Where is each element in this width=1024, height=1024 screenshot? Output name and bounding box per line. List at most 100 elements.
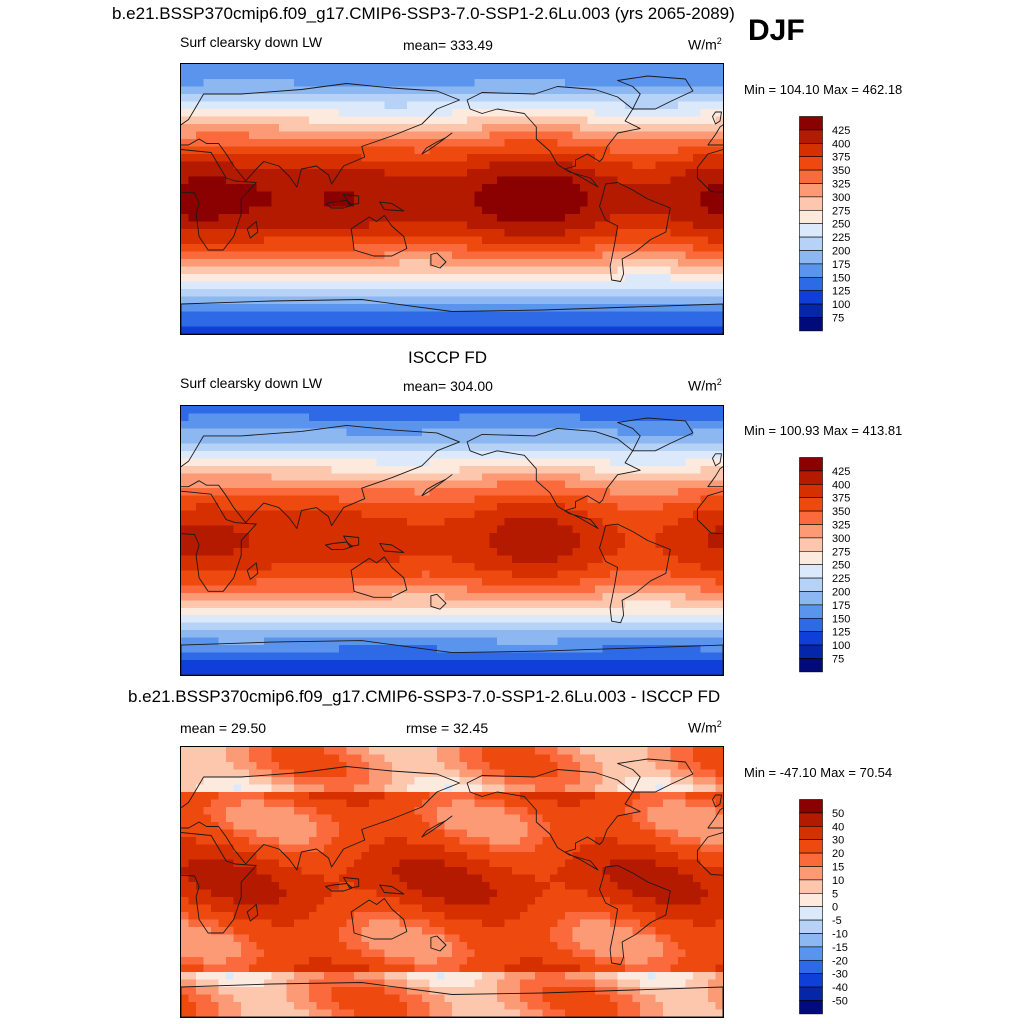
colorbar-swatch [799, 1000, 823, 1015]
colorbar-tick-label: 125 [832, 627, 850, 639]
colorbar-swatch [799, 644, 823, 659]
colorbar-tick-label: 150 [832, 613, 850, 625]
colorbar-swatch [799, 919, 823, 934]
colorbar-tick-label: 400 [832, 479, 850, 491]
colorbar-swatch [799, 169, 823, 184]
panel1-units: W/m2 [688, 36, 722, 53]
panel3-minmax: Min = -47.10 Max = 70.54 [744, 765, 893, 780]
panel2-map [180, 405, 724, 676]
colorbar-swatch [799, 879, 823, 894]
colorbar-tick-label: 5 [832, 888, 838, 900]
colorbar-swatch [799, 825, 823, 840]
colorbar-tick-label: -30 [832, 969, 848, 981]
panel3-mean-label: mean = 29.50 [180, 720, 267, 736]
colorbar-tick-label: 0 [832, 902, 838, 914]
colorbar-tick-label: -50 [832, 995, 848, 1007]
colorbar-swatch [799, 550, 823, 565]
colorbar-tick-label: -10 [832, 928, 848, 940]
panel3-rmse-label: rmse = 32.45 [406, 720, 489, 736]
colorbar-tick-label: 125 [832, 286, 850, 298]
colorbar-swatch [799, 812, 823, 827]
colorbar-tick-label: 20 [832, 848, 844, 860]
colorbar-tick-label: 425 [832, 125, 850, 137]
colorbar-tick-label: 40 [832, 821, 844, 833]
colorbar-swatch [799, 946, 823, 961]
colorbar-tick-label: -20 [832, 955, 848, 967]
colorbar-swatch [799, 973, 823, 988]
colorbar-tick-label: 30 [832, 835, 844, 847]
colorbar-swatch [799, 223, 823, 238]
colorbar-swatch [799, 142, 823, 157]
contour-field [181, 64, 723, 334]
colorbar-tick-label: 375 [832, 493, 850, 505]
colorbar-tick-label: 275 [832, 205, 850, 217]
colorbar-swatch [799, 839, 823, 854]
coastlines [181, 75, 723, 334]
colorbar-tick-label: 15 [832, 861, 844, 873]
colorbar-swatch [799, 933, 823, 948]
colorbar-tick-label: 100 [832, 299, 850, 311]
colorbar-tick-label: 325 [832, 519, 850, 531]
colorbar-swatch [799, 483, 823, 498]
colorbar-swatch [799, 537, 823, 552]
colorbar-tick-label: 50 [832, 808, 844, 820]
contour-field [181, 406, 723, 675]
colorbar-swatch [799, 617, 823, 632]
panel1-variable-label: Surf clearsky down LW [180, 34, 323, 50]
colorbar-swatch [799, 604, 823, 619]
colorbar-tick-label: 350 [832, 506, 850, 518]
colorbar-tick-label: -5 [832, 915, 842, 927]
colorbar-swatch [799, 317, 823, 332]
colorbar-swatch [799, 196, 823, 211]
colorbar-tick-label: 275 [832, 546, 850, 558]
colorbar-tick-label: 75 [832, 653, 844, 665]
colorbar-swatch [799, 852, 823, 867]
colorbar-tick-label: 375 [832, 152, 850, 164]
panel2-minmax: Min = 100.93 Max = 413.81 [744, 423, 903, 438]
panel2-mean-label: mean= 304.00 [403, 378, 493, 394]
colorbar-swatch [799, 959, 823, 974]
colorbar-swatch [799, 209, 823, 224]
colorbar-swatch [799, 658, 823, 673]
colorbar-swatch [799, 303, 823, 318]
panel3-units: W/m2 [688, 719, 722, 736]
panel1-title: b.e21.BSSP370cmip6.f09_g17.CMIP6-SSP3-7.… [112, 4, 735, 23]
coastlines [181, 758, 723, 1017]
colorbar-swatch [799, 290, 823, 305]
panel3-colorbar: 50 40 30 20 15 10 5 0 -5 -10 -15 -20 -30 -40 -50 [799, 799, 879, 1015]
colorbar-tick-label: 225 [832, 232, 850, 244]
colorbar-swatch [799, 116, 823, 131]
colorbar-tick-label: 200 [832, 245, 850, 257]
panel1-minmax: Min = 104.10 Max = 462.18 [744, 82, 903, 97]
colorbar-swatch [799, 510, 823, 525]
colorbar-tick-label: 300 [832, 192, 850, 204]
season-label: DJF [748, 14, 805, 47]
colorbar-swatch [799, 799, 823, 814]
colorbar-tick-label: 150 [832, 272, 850, 284]
panel1-colorbar: 425 400 375 350 325 300 275 250 225 200 175 150 125 1… [799, 116, 879, 332]
colorbar-swatch [799, 129, 823, 144]
colorbar-tick-label: 300 [832, 533, 850, 545]
colorbar-tick-label: 425 [832, 466, 850, 478]
colorbar-tick-label: 200 [832, 586, 850, 598]
panel2-title: ISCCP FD [408, 348, 488, 367]
panel2-units: W/m2 [688, 377, 722, 394]
coastlines [181, 417, 723, 675]
colorbar-swatch [799, 470, 823, 485]
colorbar-swatch [799, 866, 823, 881]
panel1-map [180, 63, 724, 335]
colorbar-tick-label: 350 [832, 165, 850, 177]
colorbar-swatch [799, 986, 823, 1001]
panel2-colorbar: 425 400 375 350 325 300 275 250 225 200 175 150 125 1… [799, 457, 879, 673]
colorbar-tick-label: -15 [832, 942, 848, 954]
colorbar-tick-label: 325 [832, 178, 850, 190]
colorbar-swatch [799, 577, 823, 592]
colorbar-tick-label: 225 [832, 573, 850, 585]
panel3-title: b.e21.BSSP370cmip6.f09_g17.CMIP6-SSP3-7.… [128, 687, 721, 706]
colorbar-swatch [799, 524, 823, 539]
colorbar-tick-label: 10 [832, 875, 844, 887]
colorbar-tick-label: 175 [832, 600, 850, 612]
contour-field [181, 747, 723, 1017]
colorbar-tick-label: 75 [832, 312, 844, 324]
colorbar-swatch [799, 183, 823, 198]
